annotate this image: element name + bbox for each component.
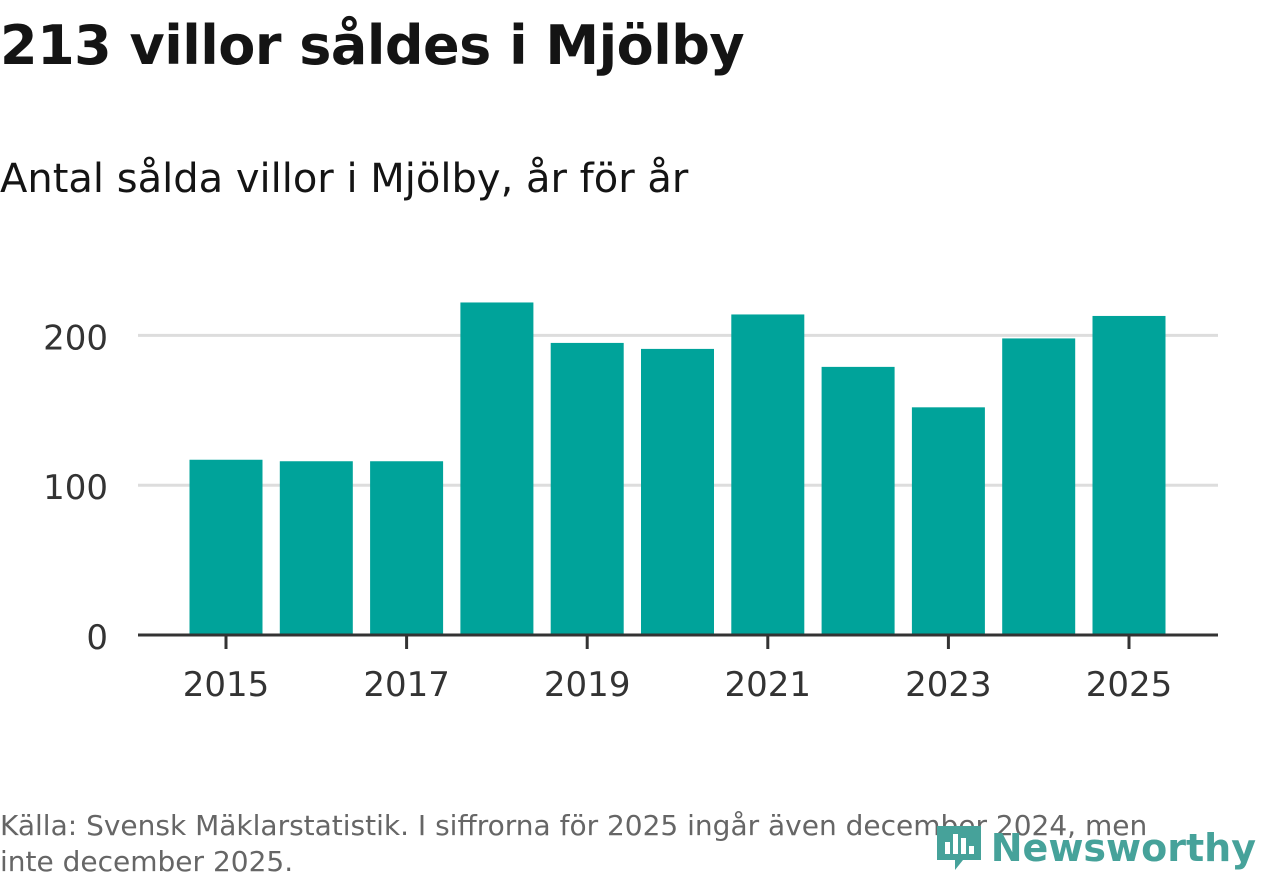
bar-2025 bbox=[1092, 315, 1166, 635]
chart-title: 213 villor såldes i Mjölby bbox=[0, 14, 745, 77]
x-tick-label: 2017 bbox=[363, 665, 450, 705]
bar-2017 bbox=[370, 461, 444, 635]
bars bbox=[189, 302, 1166, 635]
bar-2022 bbox=[821, 366, 895, 635]
brand-logo: Newsworthy bbox=[933, 820, 1256, 876]
bar-2018 bbox=[460, 302, 534, 635]
x-tick-label: 2021 bbox=[725, 665, 812, 705]
y-tick-label: 0 bbox=[86, 618, 108, 658]
newsworthy-logo-icon bbox=[936, 826, 981, 870]
y-tick-label: 200 bbox=[43, 318, 108, 358]
x-tick-label: 2023 bbox=[905, 665, 992, 705]
bar-2024 bbox=[1002, 338, 1076, 635]
x-tick-label: 2015 bbox=[183, 665, 270, 705]
bar-2019 bbox=[550, 342, 624, 635]
chart-subtitle: Antal sålda villor i Mjölby, år för år bbox=[0, 156, 689, 202]
bar-2015 bbox=[189, 459, 263, 635]
x-tick-label: 2019 bbox=[544, 665, 631, 705]
bar-2020 bbox=[641, 348, 714, 635]
bar-2016 bbox=[279, 461, 353, 635]
brand-name: Newsworthy bbox=[990, 826, 1256, 870]
x-tick-label: 2025 bbox=[1086, 665, 1173, 705]
bar-2023 bbox=[911, 407, 985, 635]
y-axis-ticks: 0 100 200 bbox=[43, 318, 108, 658]
bar-2021 bbox=[731, 314, 805, 635]
x-axis-ticks: 2015 2017 2019 2021 2023 2025 bbox=[183, 635, 1173, 705]
y-tick-label: 100 bbox=[43, 468, 108, 508]
bar-chart: 0 100 200 2015 2017 2019 2021 2023 2025 bbox=[43, 302, 1218, 705]
